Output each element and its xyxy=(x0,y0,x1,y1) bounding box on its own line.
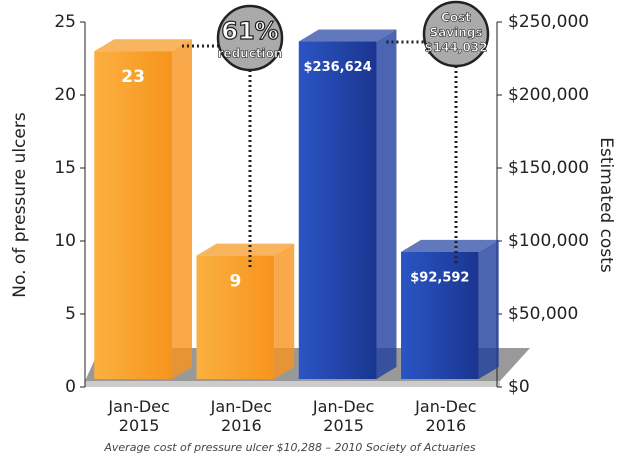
bar-side xyxy=(171,39,192,379)
x-tick-label: Jan-Dec 2015 xyxy=(108,397,170,435)
y2-tick-label: $200,000 xyxy=(508,85,589,105)
bar-side xyxy=(376,29,397,379)
y2-tick-label: $150,000 xyxy=(508,158,589,178)
y-tick-label: 15 xyxy=(54,158,76,178)
y2-axis-title: Estimated costs xyxy=(596,137,616,273)
bar-top xyxy=(196,243,295,256)
annotation-text: Cost xyxy=(441,11,471,25)
bar-top xyxy=(298,29,397,42)
x-tick-label: Jan-Dec 2016 xyxy=(210,397,273,435)
annotation-text: Savings xyxy=(430,26,483,40)
annotation-text: $144,032 xyxy=(424,41,487,55)
y-axis-title: No. of pressure ulcers xyxy=(10,112,30,298)
data-label: 9 xyxy=(229,272,241,292)
bar xyxy=(298,41,377,379)
y2-tick-label: $250,000 xyxy=(508,12,589,32)
y2-tick-label: $0 xyxy=(508,377,530,397)
y2-tick-label: $50,000 xyxy=(508,304,578,324)
y-tick-label: 0 xyxy=(65,377,76,397)
bar-top xyxy=(94,39,192,52)
y-tick-label: 10 xyxy=(54,231,76,251)
y-tick-label: 5 xyxy=(65,304,76,324)
annotation-text: reduction xyxy=(218,47,283,61)
bar xyxy=(401,251,479,379)
annotation-bubble xyxy=(216,4,284,72)
bar-top xyxy=(401,239,499,252)
bar-side xyxy=(478,239,499,379)
bar-side xyxy=(274,243,295,379)
floor-edge xyxy=(85,381,500,387)
data-label: $92,592 xyxy=(410,270,469,285)
bar xyxy=(94,51,172,379)
y-tick-label: 25 xyxy=(54,12,76,32)
footnote: Average cost of pressure ulcer $10,288 –… xyxy=(103,441,476,454)
annotation-text: 61% xyxy=(221,17,278,45)
data-label: $236,624 xyxy=(303,60,371,75)
bar xyxy=(196,255,275,379)
y-tick-label: 20 xyxy=(54,85,76,105)
x-tick-label: Jan-Dec 2016 xyxy=(415,397,477,435)
annotation-bubble xyxy=(422,0,490,68)
data-label: 23 xyxy=(121,67,145,87)
x-tick-label: Jan-Dec 2015 xyxy=(312,397,375,435)
y2-tick-label: $100,000 xyxy=(508,231,589,251)
